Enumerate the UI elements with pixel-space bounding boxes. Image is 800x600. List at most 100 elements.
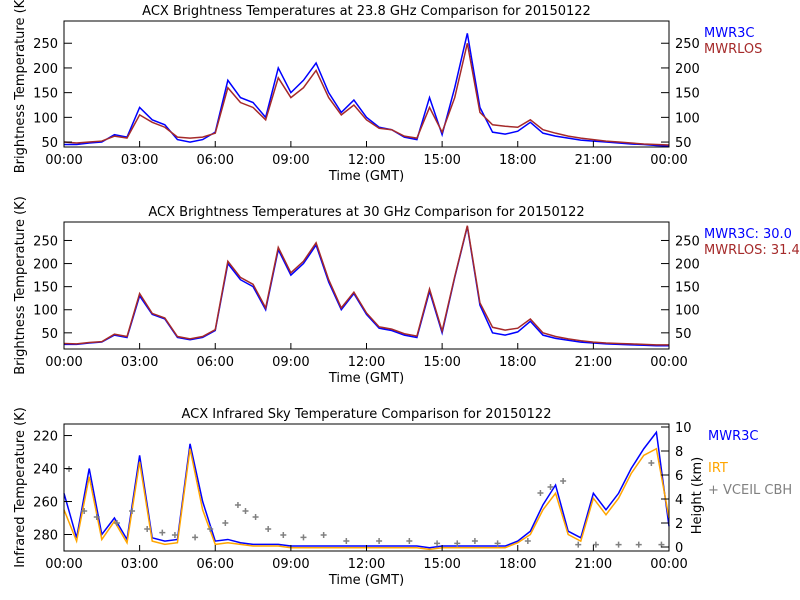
x-tick-label: 18:00 — [499, 355, 536, 370]
data-point-vceil — [471, 538, 478, 544]
x-tick-label: 09:00 — [272, 557, 309, 572]
data-point-vceil — [376, 538, 383, 544]
data-point-vceil — [129, 508, 136, 514]
y-tick-label-right: 10 — [675, 421, 692, 436]
x-tick-label: 00:00 — [650, 557, 687, 572]
data-point-vceil — [265, 526, 272, 532]
series-line-mwr3c — [64, 33, 670, 147]
y-tick-label: 250 — [33, 37, 58, 52]
x-axis-label: Time (GMT) — [328, 573, 404, 588]
legend-entry: MWR3C — [704, 26, 754, 41]
chart-title: ACX Brightness Temperatures at 23.8 GHz … — [142, 4, 591, 19]
data-point-vceil — [207, 526, 214, 532]
data-point-vceil — [144, 526, 151, 532]
x-tick-label: 06:00 — [197, 153, 234, 168]
plot-frame — [63, 423, 670, 552]
x-tick-label: 15:00 — [423, 557, 460, 572]
y-tick-label-right: 150 — [675, 87, 700, 102]
data-point-vceil — [222, 520, 229, 526]
y-tick-label-right: 200 — [675, 258, 700, 273]
panel-3: ACX Infrared Sky Temperature Comparison … — [13, 407, 792, 588]
y-tick-label: 150 — [33, 87, 58, 102]
y-tick-label: 100 — [33, 304, 58, 319]
data-point-vceil — [280, 532, 287, 538]
series-line-mwrlos — [63, 43, 670, 146]
x-axis-label: Time (GMT) — [328, 371, 404, 386]
data-point-vceil — [192, 534, 199, 541]
y-tick-label-right: 2 — [675, 517, 683, 532]
y-tick-label: 260 — [33, 496, 58, 511]
y-axis-label-right: Height (km) — [690, 457, 705, 534]
data-point-vceil — [434, 540, 441, 547]
y-tick-label-right: 8 — [675, 445, 683, 460]
x-tick-label: 00:00 — [650, 355, 687, 370]
y-tick-label-right: 200 — [675, 62, 700, 77]
y-tick-label: 280 — [33, 529, 58, 544]
x-tick-label: 12:00 — [348, 153, 385, 168]
x-tick-label: 21:00 — [575, 557, 612, 572]
chart-title: ACX Infrared Sky Temperature Comparison … — [182, 407, 552, 422]
x-axis-label: Time (GMT) — [328, 169, 404, 184]
x-tick-label: 21:00 — [575, 153, 612, 168]
data-point-vceil — [81, 508, 88, 514]
data-point-vceil — [242, 508, 249, 514]
legend-entry: MWRLOS — [704, 42, 762, 57]
data-point-vceil — [648, 460, 655, 466]
x-tick-label: 00:00 — [45, 557, 82, 572]
y-tick-label-right: 50 — [675, 136, 692, 151]
y-tick-label-right: 100 — [675, 111, 700, 126]
data-point-vceil — [343, 538, 350, 544]
x-tick-label: 06:00 — [197, 355, 234, 370]
y-tick-label: 50 — [41, 327, 58, 342]
panel-2: ACX Brightness Temperatures at 30 GHz Co… — [13, 196, 800, 386]
y-tick-label: 100 — [33, 111, 58, 126]
legend-entry: + VCEIL CBH — [708, 483, 792, 498]
data-point-vceil — [635, 541, 642, 548]
x-tick-label: 12:00 — [348, 557, 385, 572]
data-point-vceil — [547, 484, 554, 490]
x-tick-label: 18:00 — [499, 153, 536, 168]
y-tick-label: 220 — [33, 430, 58, 445]
plot-frame — [63, 221, 670, 350]
legend-entry: MWR3C: 30.0 — [704, 227, 792, 242]
data-point-vceil — [615, 541, 622, 548]
data-point-vceil — [537, 490, 544, 496]
x-tick-label: 21:00 — [575, 355, 612, 370]
x-tick-label: 09:00 — [272, 153, 309, 168]
legend-entry: MWRLOS: 31.4 — [704, 243, 800, 258]
data-point-vceil — [93, 514, 100, 520]
y-tick-label-right: 0 — [675, 541, 683, 556]
x-tick-label: 03:00 — [121, 557, 158, 572]
data-point-vceil — [113, 520, 120, 526]
series-line-mwr3c — [63, 430, 670, 549]
x-tick-label: 12:00 — [348, 355, 385, 370]
series-line-mwr3c — [64, 226, 669, 347]
series-line-irt — [63, 447, 670, 551]
y-tick-label-right: 250 — [675, 37, 700, 52]
y-tick-label-right: 4 — [675, 493, 683, 508]
data-point-vceil — [592, 541, 599, 548]
data-point-vceil — [575, 541, 582, 548]
y-tick-label-right: 100 — [675, 304, 700, 319]
x-tick-label: 15:00 — [423, 355, 460, 370]
legend-entry: MWR3C — [708, 429, 758, 444]
x-tick-label: 00:00 — [45, 153, 82, 168]
plot-frame — [63, 20, 670, 148]
panel-1: ACX Brightness Temperatures at 23.8 GHz … — [13, 0, 762, 184]
data-point-vceil — [560, 478, 567, 484]
data-point-vceil — [494, 540, 501, 547]
chart-title: ACX Brightness Temperatures at 30 GHz Co… — [148, 205, 584, 220]
y-tick-label-right: 50 — [675, 327, 692, 342]
y-tick-label-right: 250 — [675, 234, 700, 249]
data-point-vceil — [252, 514, 259, 520]
y-tick-label: 50 — [41, 136, 58, 151]
y-tick-label: 150 — [33, 281, 58, 296]
y-axis-label: Brightness Temperature (K) — [13, 196, 28, 375]
x-tick-label: 06:00 — [197, 557, 234, 572]
x-tick-label: 00:00 — [650, 153, 687, 168]
data-point-vceil — [159, 529, 166, 536]
data-point-vceil — [406, 538, 413, 544]
y-tick-label: 240 — [33, 463, 58, 478]
y-axis-label: Infrared Temperature (K) — [13, 407, 28, 568]
